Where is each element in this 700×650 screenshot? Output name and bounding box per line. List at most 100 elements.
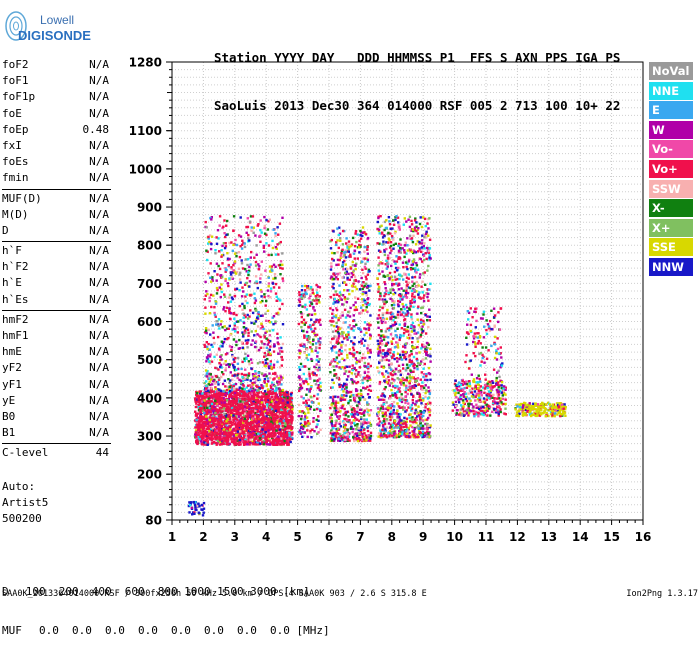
echo-point [333, 375, 335, 377]
echo-point [221, 416, 223, 418]
echo-point [339, 410, 341, 412]
echo-point [237, 407, 239, 409]
echo-point [227, 282, 229, 284]
echo-point [261, 387, 263, 389]
echo-point [339, 259, 341, 261]
echo-point [298, 304, 300, 306]
echo-point [230, 371, 232, 373]
echo-point [197, 431, 199, 433]
echo-point [305, 394, 307, 396]
echo-point [370, 365, 372, 367]
echo-point [282, 399, 284, 401]
echo-point [241, 286, 243, 288]
echo-point [228, 396, 230, 398]
echo-point [262, 435, 264, 437]
echo-point [346, 419, 348, 421]
echo-point [350, 427, 352, 429]
echo-point [258, 268, 260, 270]
echo-point [274, 390, 276, 392]
echo-point [234, 423, 236, 425]
echo-point [349, 324, 351, 326]
echo-point [357, 257, 359, 259]
echo-point [224, 247, 226, 249]
echo-point [334, 301, 336, 303]
echo-point [366, 286, 368, 288]
echo-point [364, 362, 366, 364]
echo-point [253, 395, 255, 397]
echo-point [268, 282, 270, 284]
echo-point [201, 392, 203, 394]
echo-point [272, 388, 274, 390]
echo-point [281, 217, 283, 219]
echo-point [353, 349, 355, 351]
echo-point [342, 314, 344, 316]
echo-point [276, 440, 278, 442]
echo-point [335, 420, 337, 422]
echo-point [355, 375, 357, 377]
echo-point [241, 303, 243, 305]
echo-point [357, 280, 359, 282]
echo-point [234, 253, 236, 255]
echo-point [364, 266, 366, 268]
echo-point [277, 343, 279, 345]
echo-point [379, 317, 381, 319]
echo-point [291, 432, 293, 434]
echo-point [339, 237, 341, 239]
echo-point [188, 501, 190, 503]
echo-point [338, 408, 340, 410]
echo-point [213, 434, 215, 436]
echo-point [263, 296, 265, 298]
echo-point [212, 332, 214, 334]
echo-point [243, 435, 245, 437]
echo-point [279, 428, 281, 430]
echo-point [277, 353, 279, 355]
echo-point [222, 394, 224, 396]
echo-point [254, 297, 256, 299]
echo-point [216, 432, 218, 434]
echo-point [199, 409, 201, 411]
echo-point [338, 354, 340, 356]
echo-point [224, 338, 226, 340]
echo-point [223, 219, 225, 221]
echo-point [351, 272, 353, 274]
echo-point [225, 242, 227, 244]
echo-point [220, 376, 222, 378]
echo-point [306, 402, 308, 404]
echo-point [311, 303, 313, 305]
echo-point [267, 310, 269, 312]
echo-point [311, 401, 313, 403]
echo-point [361, 285, 363, 287]
echo-point [250, 322, 252, 324]
echo-point [345, 386, 347, 388]
echo-point [191, 507, 193, 509]
echo-point [338, 332, 340, 334]
echo-point [272, 282, 274, 284]
echo-point [218, 362, 220, 364]
echo-point [316, 355, 318, 357]
echo-point [275, 410, 277, 412]
echo-point [315, 368, 317, 370]
echo-point [230, 312, 232, 314]
echo-point [428, 372, 430, 374]
echo-point [265, 242, 267, 244]
echo-point [337, 402, 339, 404]
echo-point [421, 260, 423, 262]
echo-point [243, 420, 245, 422]
echo-point [212, 415, 214, 417]
echo-point [290, 406, 292, 408]
echo-point [332, 331, 334, 333]
echo-point [348, 251, 350, 253]
echo-point [216, 279, 218, 281]
echo-point [403, 224, 405, 226]
echo-point [330, 296, 332, 298]
echo-point [361, 293, 363, 295]
echo-point [318, 301, 320, 303]
echo-point [300, 311, 302, 313]
echo-point [219, 286, 221, 288]
echo-point [262, 328, 264, 330]
echo-point [275, 246, 277, 248]
echo-point [211, 405, 213, 407]
echo-point [358, 246, 360, 248]
echo-point [201, 403, 203, 405]
echo-point [255, 320, 257, 322]
